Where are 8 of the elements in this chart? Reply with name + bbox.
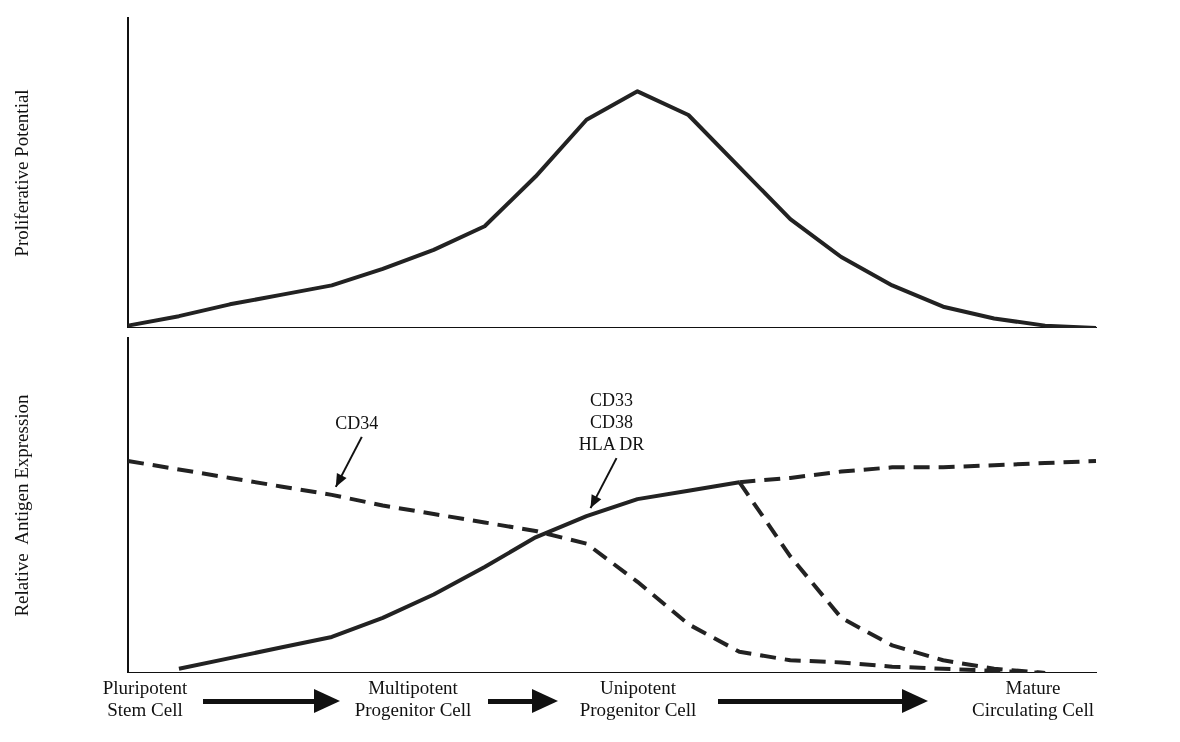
text: Mature Circulating Cell xyxy=(971,677,1095,721)
text: Multipotent Progenitor Cell xyxy=(353,677,473,721)
text: Pluripotent Stem Cell xyxy=(101,677,189,721)
text: Unipotent Progenitor Cell xyxy=(578,677,698,721)
y-axis-title: Relative Antigen Expression xyxy=(11,393,33,617)
text: CD34 xyxy=(335,412,379,433)
text: CD33 CD38 HLA DR xyxy=(578,389,645,454)
y-axis-title: Proliferative Potential xyxy=(11,89,33,257)
